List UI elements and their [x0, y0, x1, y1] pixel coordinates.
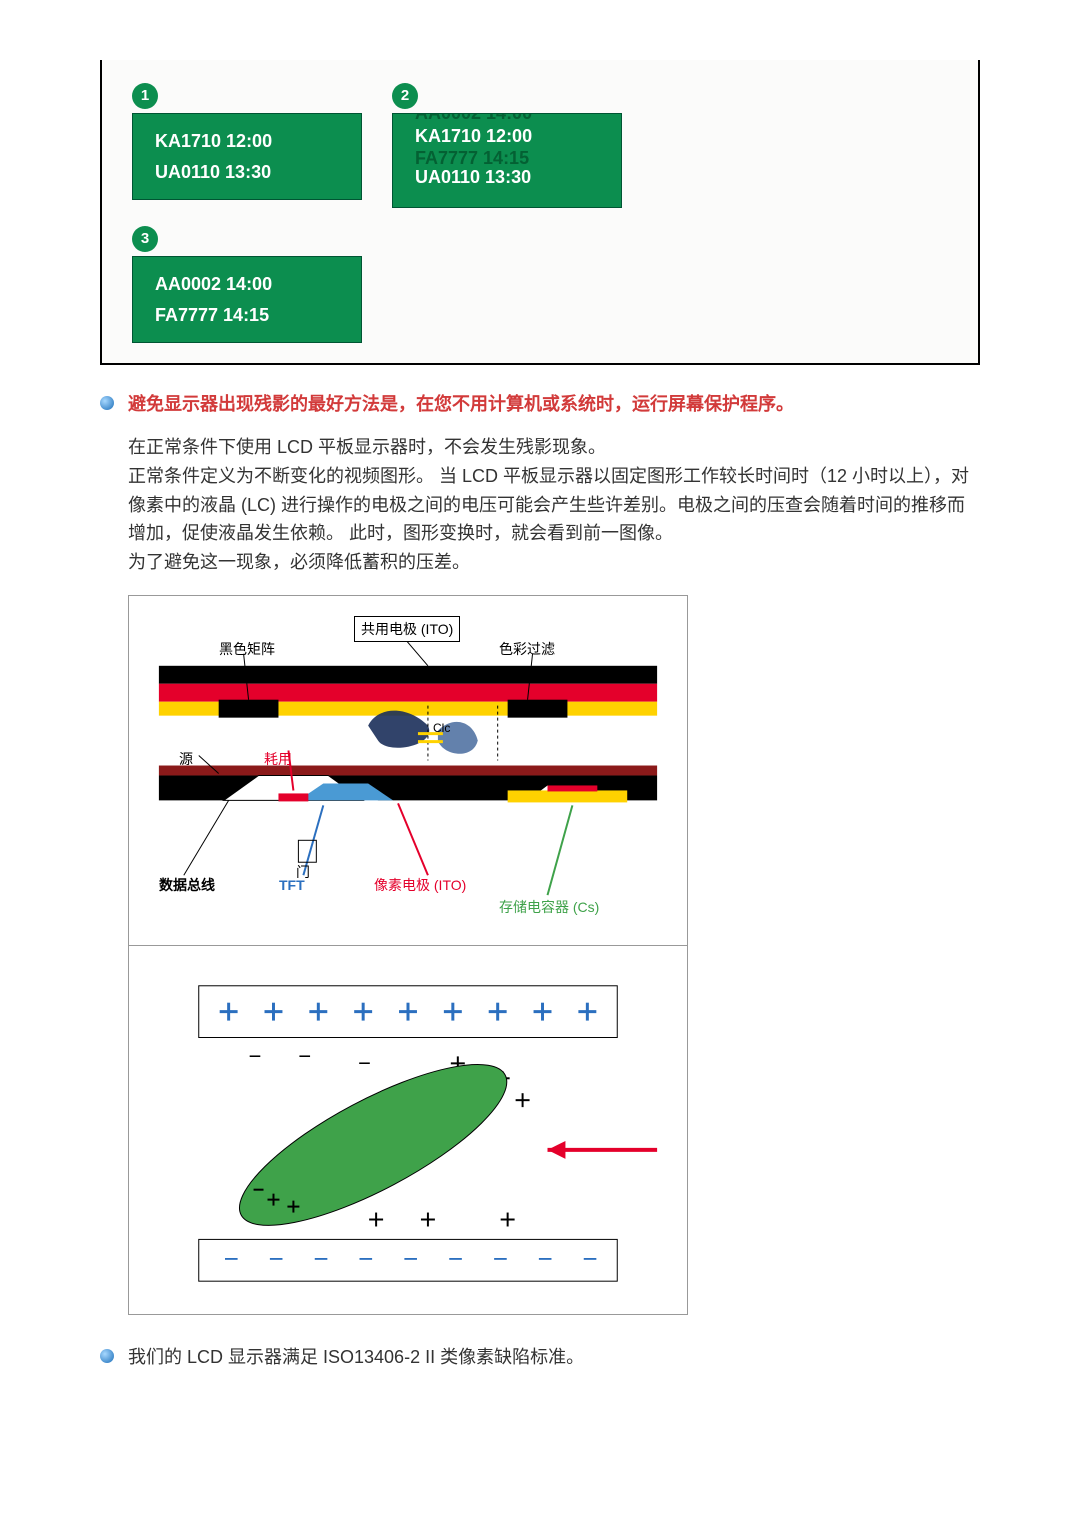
- tft-figure: 共用电极 (ITO) 黑色矩阵 色彩过滤 源 耗用 Clc 门 数据总线 TFT…: [128, 595, 688, 1315]
- lbl-pixel-electrode: 像素电极 (ITO): [374, 874, 466, 896]
- lbl-color-filter: 色彩过滤: [499, 638, 555, 660]
- para-1-line-3: 为了避免这一现象，必须降低蓄积的压差。: [128, 548, 980, 577]
- panel-1: KA1710 12:00 UA0110 13:30: [132, 113, 362, 200]
- panels-row-top: 1 KA1710 12:00 UA0110 13:30 2 AA0002 14:…: [132, 80, 948, 208]
- panel-3-line-1: AA0002 14:00: [155, 269, 347, 300]
- panel-1-line-2: UA0110 13:30: [155, 157, 347, 188]
- lbl-databus: 数据总线: [159, 874, 215, 896]
- bullet-icon: [100, 1349, 114, 1363]
- lbl-consume: 耗用: [264, 748, 292, 770]
- panel-2-line-2: UA0110 13:30: [415, 166, 532, 189]
- panel-2-line-1: KA1710 12:00: [415, 125, 532, 148]
- svg-text:−: −: [358, 1050, 371, 1075]
- panel-3-cell: 3 AA0002 14:00 FA7777 14:15: [132, 223, 362, 343]
- lbl-clc: Clc: [433, 719, 450, 738]
- panels-figure: 1 KA1710 12:00 UA0110 13:30 2 AA0002 14:…: [100, 60, 980, 365]
- tft-charge-diagram: − − −: [128, 945, 688, 1315]
- panel-2: AA0002 14:00 KA1710 12:00 FA7777 14:15 U…: [392, 113, 622, 208]
- svg-text:−: −: [249, 1043, 262, 1068]
- svg-text:−: −: [298, 1043, 311, 1068]
- bullet-icon: [100, 396, 114, 410]
- svg-text:−: −: [403, 1245, 418, 1273]
- page: 1 KA1710 12:00 UA0110 13:30 2 AA0002 14:…: [0, 0, 1080, 1432]
- lbl-tft: TFT: [279, 874, 305, 896]
- badge-1: 1: [132, 83, 158, 109]
- badge-3: 3: [132, 226, 158, 252]
- panel-3: AA0002 14:00 FA7777 14:15: [132, 256, 362, 343]
- heading-1: 避免显示器出现残影的最好方法是，在您不用计算机或系统时，运行屏幕保护程序。: [128, 390, 794, 419]
- panels-row-bottom: 3 AA0002 14:00 FA7777 14:15: [132, 223, 948, 343]
- para-1-line-1: 在正常条件下使用 LCD 平板显示器时，不会发生残影现象。: [128, 433, 980, 462]
- svg-text:−: −: [313, 1245, 328, 1273]
- panel-3-line-2: FA7777 14:15: [155, 300, 347, 331]
- panel-2-cell: 2 AA0002 14:00 KA1710 12:00 FA7777 14:15…: [392, 80, 622, 208]
- svg-text:−: −: [224, 1245, 239, 1273]
- panel-1-line-1: KA1710 12:00: [155, 126, 347, 157]
- para-1-line-2: 正常条件定义为不断变化的视频图形。 当 LCD 平板显示器以固定图形工作较长时间…: [128, 462, 980, 548]
- svg-text:−: −: [448, 1245, 463, 1273]
- lbl-common: 共用电极 (ITO): [354, 616, 460, 642]
- para-1: 在正常条件下使用 LCD 平板显示器时，不会发生残影现象。 正常条件定义为不断变…: [128, 433, 980, 577]
- svg-text:−: −: [582, 1245, 597, 1273]
- final-row: 我们的 LCD 显示器满足 ISO13406-2 II 类像素缺陷标准。: [100, 1343, 980, 1372]
- final-text: 我们的 LCD 显示器满足 ISO13406-2 II 类像素缺陷标准。: [128, 1343, 584, 1372]
- svg-text:−: −: [538, 1245, 553, 1273]
- svg-text:−: −: [358, 1245, 373, 1273]
- charge-svg: − − −: [129, 946, 687, 1314]
- badge-2: 2: [392, 83, 418, 109]
- svg-text:−: −: [493, 1245, 508, 1273]
- lbl-source: 源: [179, 748, 193, 770]
- heading-1-row: 避免显示器出现残影的最好方法是，在您不用计算机或系统时，运行屏幕保护程序。: [100, 390, 980, 419]
- svg-text:−: −: [269, 1245, 284, 1273]
- lbl-storage-cap: 存储电容器 (Cs): [499, 896, 599, 918]
- lbl-black-matrix: 黑色矩阵: [219, 638, 275, 660]
- panel-1-cell: 1 KA1710 12:00 UA0110 13:30: [132, 80, 362, 208]
- panel-2-ghost-top: AA0002 14:00: [415, 113, 532, 125]
- tft-cross-section: 共用电极 (ITO) 黑色矩阵 色彩过滤 源 耗用 Clc 门 数据总线 TFT…: [128, 595, 688, 945]
